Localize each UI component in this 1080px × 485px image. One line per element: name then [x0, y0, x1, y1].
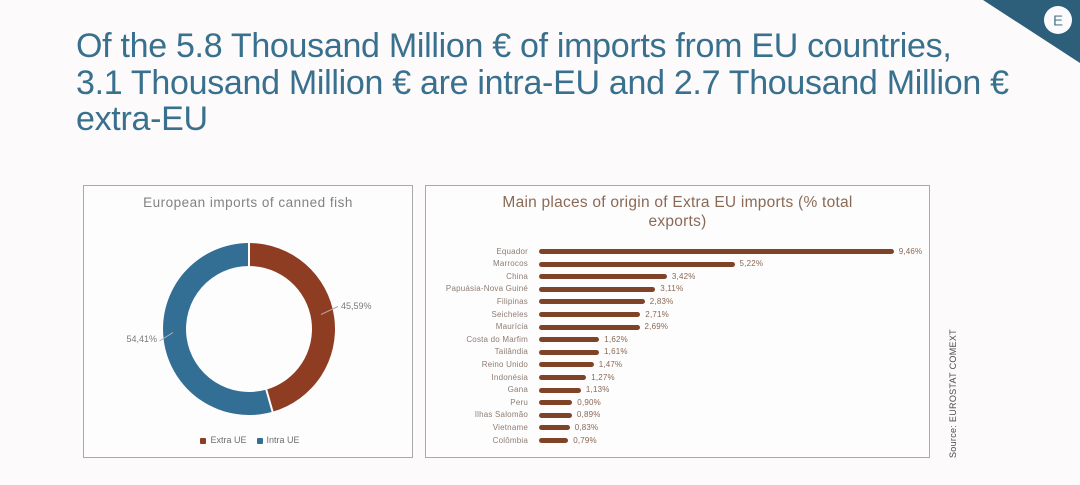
svg-text:E: E [1053, 12, 1063, 29]
